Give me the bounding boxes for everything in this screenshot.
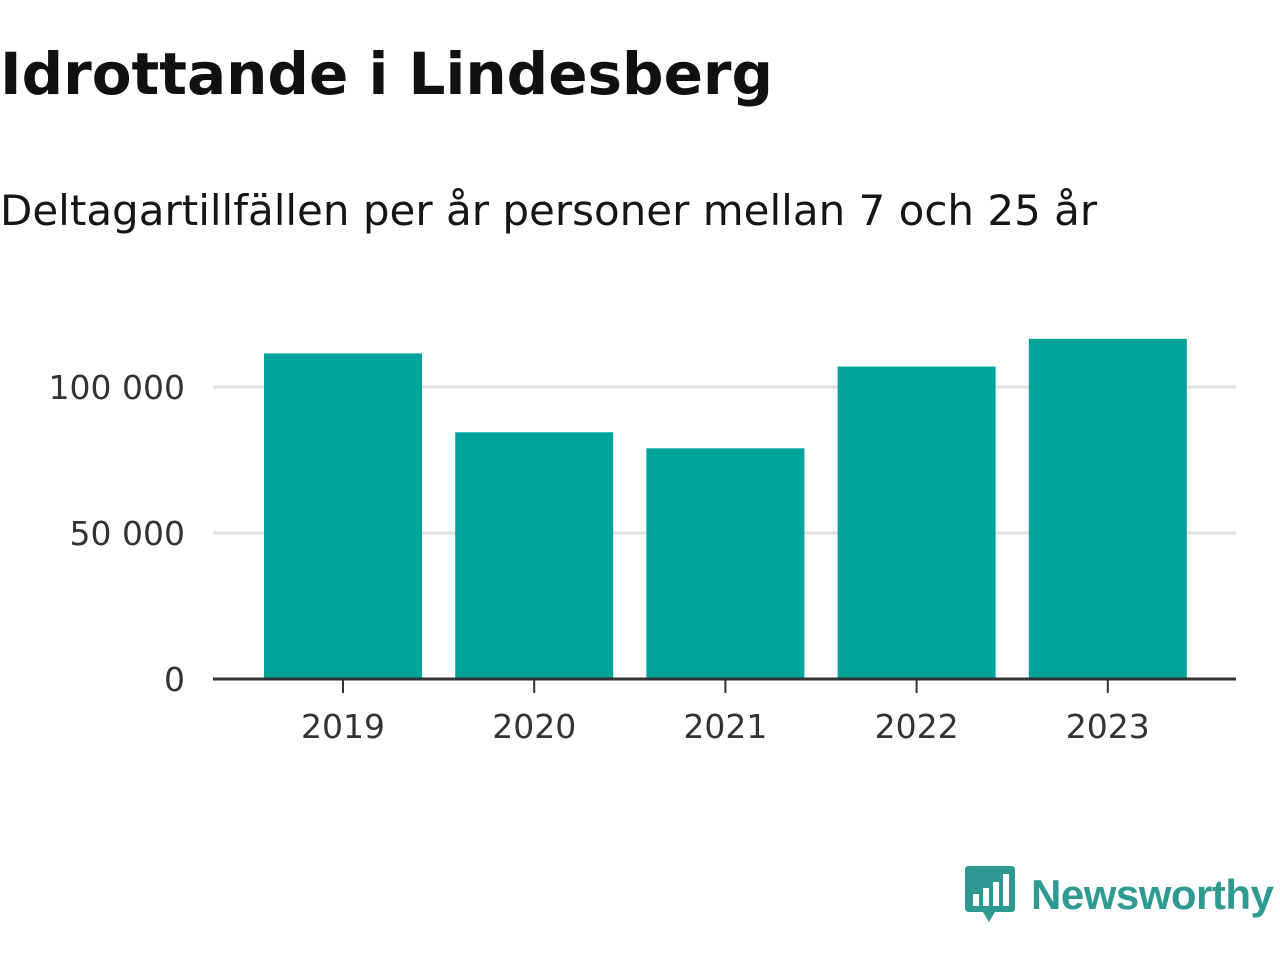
- bar-2022: [837, 366, 996, 679]
- x-tick-label: 2022: [875, 707, 959, 746]
- x-tick-label: 2023: [1066, 707, 1150, 746]
- bar-2021: [646, 448, 805, 679]
- bar-chart-speech-bubble-icon: [965, 866, 1015, 922]
- y-tick-label: 100 000: [49, 368, 185, 407]
- bar-2019: [264, 353, 422, 679]
- y-tick-label: 50 000: [70, 514, 185, 553]
- chart-title: Idrottande i Lindesberg: [0, 40, 774, 108]
- chart-subtitle: Deltagartillfällen per år personer mella…: [0, 186, 1098, 235]
- bar-2023: [1028, 338, 1187, 679]
- x-tick-label: 2019: [301, 707, 385, 746]
- y-tick-label: 0: [164, 660, 185, 699]
- bar-chart: 0 50 000 100 000 2019 2020 2021 2022 2023: [49, 338, 1236, 746]
- bar-2020: [455, 432, 614, 679]
- brand-logo: Newsworthy: [963, 860, 1277, 930]
- brand-name: Newsworthy: [1031, 871, 1274, 918]
- x-tick-label: 2021: [683, 707, 767, 746]
- x-tick-label: 2020: [492, 707, 576, 746]
